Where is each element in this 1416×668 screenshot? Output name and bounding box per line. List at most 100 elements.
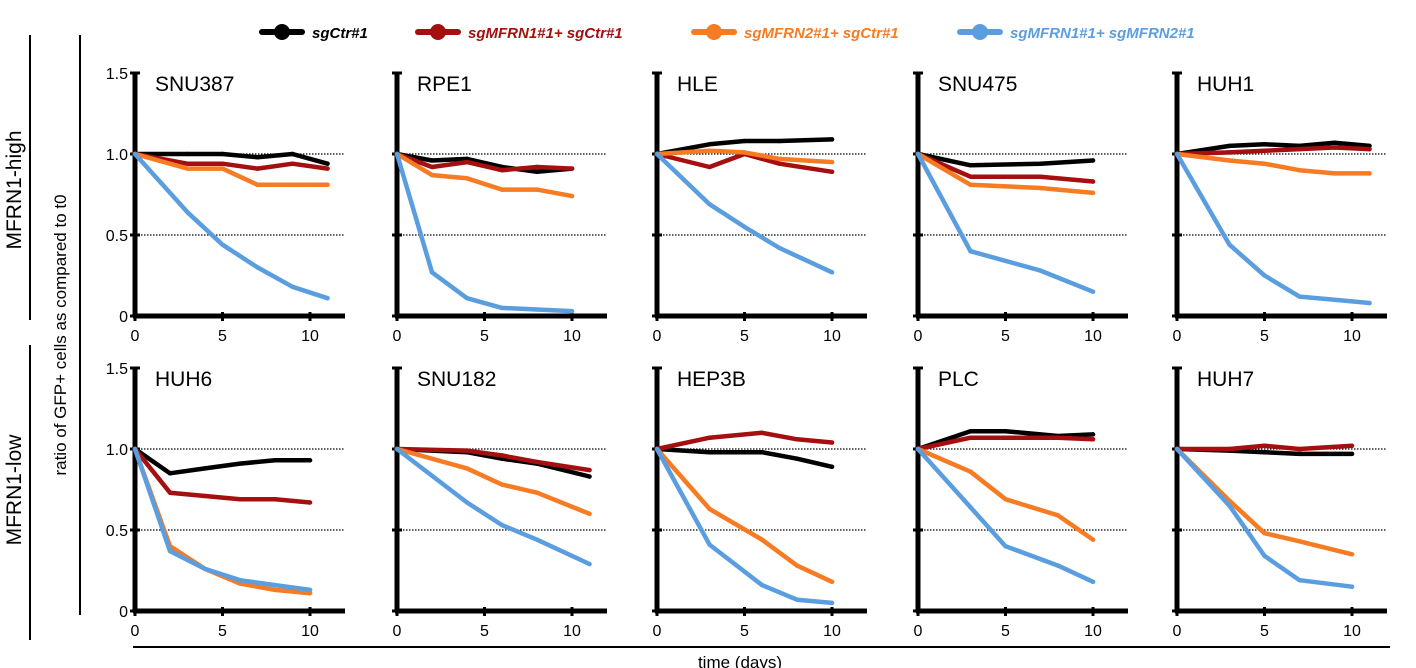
data-point — [777, 156, 782, 162]
data-point — [325, 161, 330, 166]
data-point — [185, 151, 190, 157]
data-point — [829, 159, 835, 165]
data-point — [1090, 537, 1096, 542]
data-point — [499, 482, 505, 487]
series-line-sgmfrn1-1-sgmfrn2-1 — [132, 151, 330, 301]
data-point — [1297, 446, 1302, 452]
data-point — [1262, 443, 1267, 448]
data-point — [587, 561, 592, 567]
legend-label: sgMFRN1#1+ sgCtr#1 — [468, 25, 623, 42]
data-point — [829, 137, 835, 142]
series-line-sgctr-1 — [654, 446, 835, 470]
data-point — [1090, 432, 1096, 437]
data-point — [707, 164, 712, 170]
data-point — [1055, 435, 1061, 440]
x-tick-label: 10 — [301, 623, 319, 640]
panel-hle: 0 5 10 HLE — [652, 71, 867, 345]
x-tick-label: 5 — [1001, 623, 1010, 640]
data-point — [1227, 446, 1232, 452]
data-point — [968, 505, 973, 510]
y-axis-label: ratio of GFP+ cells as compared to t0 — [51, 194, 70, 475]
data-point — [759, 537, 765, 542]
legend-swatch-marker — [274, 24, 290, 40]
panel-title: HEP3B — [677, 368, 746, 391]
panel-title: HUH7 — [1197, 368, 1254, 391]
x-tick-label: 10 — [823, 623, 841, 640]
data-point — [569, 308, 575, 314]
data-point — [968, 174, 973, 179]
series-line-sgmfrn1-1-sgctr-1 — [654, 151, 835, 175]
legend-swatch-marker — [706, 24, 722, 40]
data-point — [1003, 435, 1008, 440]
y-tick-label: 1.0 — [106, 147, 128, 164]
x-tick-label: 10 — [301, 328, 319, 345]
series-line-sgctr-1 — [132, 446, 313, 476]
data-point — [794, 437, 800, 442]
data-point — [272, 497, 278, 502]
series-line-sgmfrn2-1-sgctr-1 — [915, 446, 1096, 542]
data-point — [968, 249, 973, 254]
data-point — [1227, 143, 1232, 149]
series-line-sgmfrn1-1-sgctr-1 — [394, 151, 575, 173]
data-point — [1090, 179, 1096, 184]
panel-title: SNU475 — [938, 73, 1017, 96]
data-point — [829, 600, 835, 606]
data-point — [1262, 273, 1267, 278]
data-point — [290, 284, 295, 290]
data-point — [569, 193, 575, 199]
legend-swatch-marker — [972, 24, 988, 40]
legend-item-sgctr-1: sgCtr#1 — [259, 24, 368, 42]
data-point — [499, 187, 505, 192]
data-point — [1367, 300, 1372, 306]
data-point — [829, 270, 835, 275]
data-point — [1090, 158, 1096, 163]
data-point — [1003, 497, 1008, 502]
data-point — [1367, 171, 1372, 176]
data-point — [429, 172, 435, 178]
data-point — [534, 169, 540, 175]
data-point — [587, 474, 592, 479]
panel-hep3b: 0 5 10 HEP3B — [652, 366, 867, 640]
series-line-sgmfrn2-1-sgctr-1 — [1174, 446, 1355, 557]
x-tick-label: 10 — [563, 328, 581, 345]
y-tick-label: 1.5 — [106, 66, 128, 83]
data-point — [777, 161, 782, 166]
data-point — [1227, 242, 1232, 247]
data-point — [794, 597, 800, 602]
series-line-sgmfrn1-1-sgctr-1 — [915, 151, 1096, 184]
x-tick-label: 5 — [1260, 623, 1269, 640]
series-line-sgmfrn1-1-sgmfrn2-1 — [132, 446, 313, 593]
data-point — [534, 307, 540, 312]
data-point — [759, 430, 765, 435]
series-line-sgctr-1 — [915, 151, 1096, 168]
x-tick-label: 0 — [1173, 623, 1182, 640]
data-point — [1332, 171, 1337, 176]
data-point — [429, 164, 435, 170]
data-point — [255, 155, 260, 160]
legend-label: sgMFRN1#1+ sgMFRN2#1 — [1010, 25, 1195, 42]
series-line-sgmfrn1-1-sgctr-1 — [1174, 145, 1372, 157]
data-point — [968, 435, 973, 440]
data-point — [1090, 579, 1096, 585]
x-tick-label: 10 — [1343, 623, 1361, 640]
data-point — [1349, 443, 1355, 448]
x-tick-label: 10 — [1343, 328, 1361, 345]
series-line-sgmfrn2-1-sgctr-1 — [394, 151, 575, 199]
data-point — [1367, 146, 1372, 152]
legend-label: sgMFRN2#1+ sgCtr#1 — [744, 25, 899, 42]
data-point — [707, 202, 712, 207]
data-point — [1297, 146, 1302, 152]
panel-title: PLC — [938, 368, 979, 391]
data-point — [915, 151, 921, 157]
data-point — [255, 182, 260, 187]
data-point — [202, 466, 208, 471]
data-point — [1090, 190, 1096, 196]
x-tick-label: 0 — [914, 623, 923, 640]
data-point — [707, 148, 712, 153]
data-point — [1262, 142, 1267, 147]
data-point — [394, 151, 400, 157]
data-point — [307, 500, 313, 505]
data-point — [1262, 450, 1267, 455]
data-point — [1227, 150, 1232, 155]
